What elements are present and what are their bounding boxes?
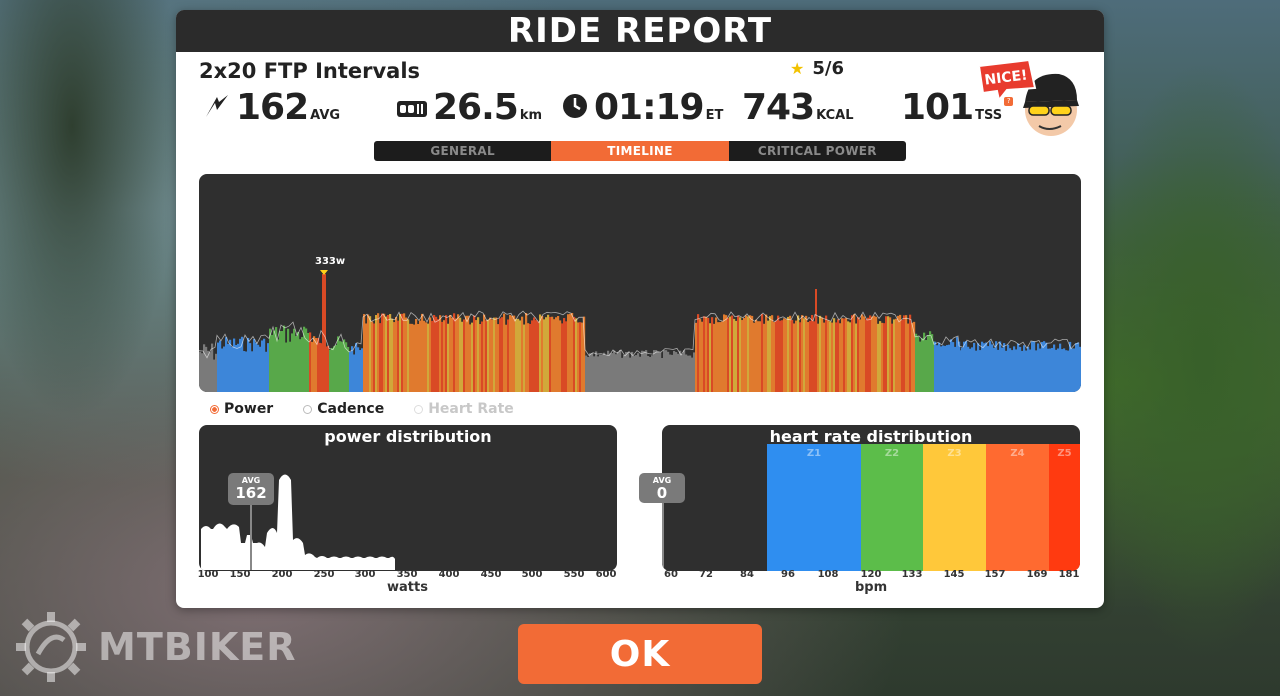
timeline-outline: [199, 310, 1080, 359]
radio-icon: [303, 404, 313, 414]
hr-x-axis: 60 72 84 96 108 120 133 145 157 169 181: [664, 569, 1080, 580]
timeline-spike: [815, 289, 817, 392]
watermark: MTBIKER: [14, 610, 297, 684]
hr-zone-4: Z4: [986, 444, 1049, 571]
stat-avg-power: 162 AVG: [204, 88, 340, 128]
background-trees-right: [1090, 60, 1280, 660]
mascot-badge-text: NICE!: [984, 67, 1029, 88]
tab-critical-power[interactable]: CRITICAL POWER: [728, 141, 906, 161]
hr-zone-5: Z5: [1049, 444, 1080, 571]
report-tabs: GENERAL TIMELINE CRITICAL POWER: [374, 141, 906, 161]
timeline-bars: [199, 313, 1081, 392]
power-distribution-chart: power distribution AVG 162: [199, 425, 617, 571]
background-trees-left: [0, 0, 180, 420]
gear-icon: [16, 612, 86, 682]
radio-icon: [210, 404, 219, 414]
legend-power[interactable]: Power: [210, 401, 273, 417]
hr-zone-2: Z2: [861, 444, 923, 571]
radio-icon: [414, 404, 424, 414]
power-histogram: [201, 474, 395, 570]
peak-marker-icon: [320, 270, 328, 275]
power-distribution-title: power distribution: [324, 427, 492, 446]
page-title: RIDE REPORT: [507, 11, 773, 51]
hr-zone-3: Z3: [923, 444, 986, 571]
heart-rate-distribution-title: heart rate distribution: [769, 427, 973, 446]
heart-rate-distribution-chart: heart rate distribution Z1 Z2 Z3 Z4 Z5: [662, 425, 1080, 571]
power-x-axis: 100 150 200 250 300 350 400 450 500 550 …: [197, 569, 617, 580]
workout-rating: ★ 5/6: [790, 58, 844, 79]
clock-icon: [562, 93, 588, 123]
peak-power-label: 333w: [315, 256, 346, 267]
power-avg-badge: AVG 162: [228, 473, 274, 505]
workout-name: 2x20 FTP Intervals: [199, 59, 421, 83]
mascot-avatar: NICE!: [973, 56, 1085, 142]
ride-report-panel: RIDE REPORT 2x20 FTP Intervals ★ 5/6 162…: [176, 10, 1104, 608]
hr-avg-line: [662, 495, 664, 571]
stat-distance: 26.5 km: [397, 88, 542, 128]
tab-timeline[interactable]: TIMELINE: [551, 141, 729, 161]
hr-zone-1: Z1: [767, 444, 861, 571]
legend-cadence[interactable]: Cadence: [303, 401, 384, 417]
hr-avg-badge: AVG 0: [639, 473, 685, 503]
power-icon: [204, 93, 230, 123]
stat-tss: 101 TSS ?: [901, 88, 1014, 128]
stat-calories: 743 KCAL: [742, 87, 854, 128]
tab-general[interactable]: GENERAL: [374, 141, 552, 161]
odometer-icon: [397, 99, 427, 123]
timeline-legend: Power Cadence Heart Rate: [210, 401, 514, 417]
star-icon: ★: [790, 59, 805, 78]
hr-x-axis-label: bpm: [855, 580, 888, 595]
tss-info-icon[interactable]: ?: [1004, 97, 1014, 106]
timeline-chart[interactable]: 333w: [199, 174, 1081, 392]
rating-value: 5/6: [812, 58, 844, 79]
ok-button[interactable]: OK: [518, 624, 762, 684]
stat-elapsed-time: 01:19 ET: [562, 88, 723, 128]
watermark-text: MTBIKER: [98, 625, 297, 669]
power-x-axis-label: watts: [387, 580, 428, 595]
legend-heart-rate[interactable]: Heart Rate: [414, 401, 514, 417]
timeline-power-graph: [199, 270, 1081, 392]
peak-power-bar: [322, 274, 326, 392]
panel-header: RIDE REPORT: [176, 10, 1104, 52]
